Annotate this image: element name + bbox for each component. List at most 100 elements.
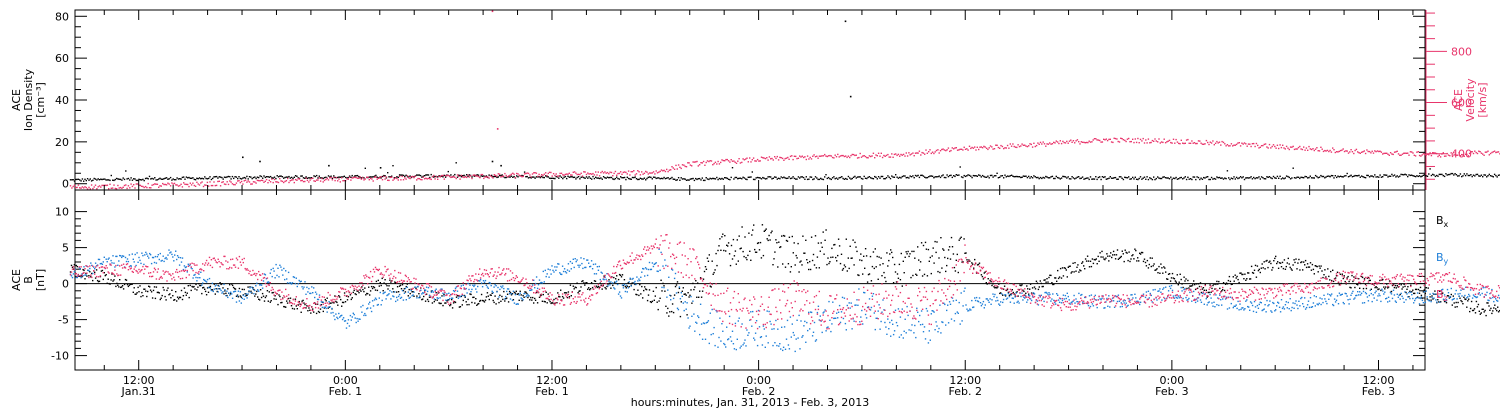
data-point xyxy=(545,175,546,176)
data-point xyxy=(719,238,720,239)
data-point xyxy=(144,289,145,290)
data-point xyxy=(506,175,507,176)
data-point xyxy=(587,259,588,260)
data-point xyxy=(892,257,893,258)
data-point xyxy=(350,315,351,316)
data-point xyxy=(136,183,137,184)
data-point xyxy=(885,156,886,157)
data-point xyxy=(1456,174,1457,175)
data-point xyxy=(552,178,553,179)
data-point xyxy=(1316,147,1317,148)
data-point xyxy=(494,176,495,177)
data-point xyxy=(162,183,163,184)
data-point xyxy=(1444,156,1445,157)
data-point xyxy=(1099,140,1100,141)
data-point xyxy=(631,179,632,180)
data-point xyxy=(515,177,516,178)
data-point xyxy=(341,315,342,316)
data-point xyxy=(567,269,568,270)
data-point xyxy=(1014,146,1015,147)
data-point xyxy=(1069,141,1070,142)
data-point xyxy=(845,155,846,156)
data-point xyxy=(1126,252,1127,253)
data-point xyxy=(695,178,696,179)
data-point xyxy=(1132,254,1133,255)
data-point xyxy=(1483,174,1484,175)
data-point xyxy=(1452,304,1453,305)
data-point xyxy=(744,159,745,160)
data-point xyxy=(1125,141,1126,142)
data-point xyxy=(543,271,544,272)
data-point xyxy=(1308,146,1309,147)
density-y-tick-label: 40 xyxy=(55,94,69,107)
data-point xyxy=(407,287,408,288)
data-point xyxy=(967,149,968,150)
data-point xyxy=(648,173,649,174)
data-point xyxy=(604,177,605,178)
data-point xyxy=(417,178,418,179)
data-point xyxy=(257,289,258,290)
data-point xyxy=(506,298,507,299)
data-point xyxy=(958,272,959,273)
data-point xyxy=(760,160,761,161)
data-point xyxy=(874,176,875,177)
data-point xyxy=(1281,178,1282,179)
data-point xyxy=(360,306,361,307)
data-point xyxy=(821,155,822,156)
data-point xyxy=(923,152,924,153)
data-point xyxy=(74,264,75,265)
data-point xyxy=(724,177,725,178)
data-point xyxy=(631,171,632,172)
data-point xyxy=(592,287,593,288)
data-point xyxy=(933,153,934,154)
data-point xyxy=(1075,140,1076,141)
data-point xyxy=(282,274,283,275)
data-point xyxy=(387,172,388,173)
data-point xyxy=(283,268,284,269)
data-point xyxy=(857,176,858,177)
data-point xyxy=(634,281,635,282)
data-point xyxy=(444,178,445,179)
data-point xyxy=(1057,177,1058,178)
data-point xyxy=(371,178,372,179)
data-point xyxy=(831,155,832,156)
data-point xyxy=(1477,306,1478,307)
data-point xyxy=(752,159,753,160)
data-point xyxy=(688,179,689,180)
data-point xyxy=(689,295,690,296)
data-point xyxy=(159,292,160,293)
data-point xyxy=(1493,176,1494,177)
data-point xyxy=(707,322,708,323)
data-point xyxy=(658,177,659,178)
data-point xyxy=(970,176,971,177)
data-point xyxy=(1358,152,1359,153)
data-point xyxy=(1039,286,1040,287)
data-point xyxy=(727,159,728,160)
data-point xyxy=(599,178,600,179)
data-point xyxy=(652,178,653,179)
data-point xyxy=(330,176,331,177)
data-point xyxy=(593,264,594,265)
data-point xyxy=(660,171,661,172)
data-point xyxy=(1449,174,1450,175)
data-point xyxy=(1102,176,1103,177)
data-point xyxy=(141,186,142,187)
data-point xyxy=(1079,143,1080,144)
data-point xyxy=(89,268,90,269)
data-point xyxy=(872,266,873,267)
data-point xyxy=(498,296,499,297)
data-point xyxy=(1019,176,1020,177)
data-point xyxy=(824,240,825,241)
data-point xyxy=(395,301,396,302)
data-point xyxy=(483,178,484,179)
data-point xyxy=(1468,175,1469,176)
data-point xyxy=(1451,294,1452,295)
data-point xyxy=(1100,299,1101,300)
data-point xyxy=(1362,277,1363,278)
data-point xyxy=(1329,150,1330,151)
data-point xyxy=(475,298,476,299)
data-point xyxy=(767,238,768,239)
data-point xyxy=(1175,139,1176,140)
data-point xyxy=(708,179,709,180)
data-point xyxy=(1479,176,1480,177)
